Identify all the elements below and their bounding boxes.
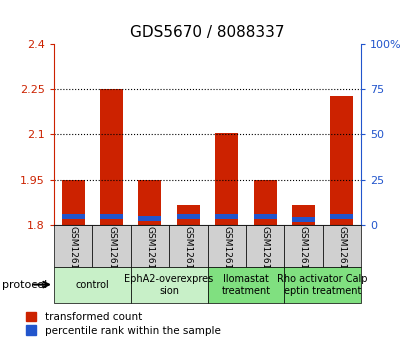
Bar [169, 225, 208, 267]
Bar [131, 267, 208, 303]
Bar [177, 205, 200, 225]
Bar [215, 133, 238, 225]
Text: control: control [76, 280, 109, 290]
Bar [93, 225, 131, 267]
Bar [254, 215, 276, 219]
Text: Ilomastat
treatment: Ilomastat treatment [221, 274, 271, 296]
Bar [215, 215, 238, 219]
Text: GSM1261850: GSM1261850 [337, 226, 347, 287]
Text: GSM1261851: GSM1261851 [107, 226, 116, 287]
Text: GSM1261853: GSM1261853 [261, 226, 270, 287]
Title: GDS5670 / 8088337: GDS5670 / 8088337 [130, 25, 285, 40]
Bar [292, 205, 315, 225]
Legend: transformed count, percentile rank within the sample: transformed count, percentile rank withi… [26, 312, 221, 335]
Text: GSM1261848: GSM1261848 [145, 226, 154, 287]
Bar [54, 267, 131, 303]
Bar [284, 225, 323, 267]
Bar [62, 215, 85, 219]
Text: EphA2-overexpres
sion: EphA2-overexpres sion [124, 274, 214, 296]
Bar [177, 215, 200, 219]
Bar [131, 225, 169, 267]
Text: GSM1261846: GSM1261846 [299, 226, 308, 287]
Bar [62, 180, 85, 225]
Bar [139, 180, 161, 225]
Bar [292, 217, 315, 222]
Bar [54, 225, 92, 267]
Text: Rho activator Calp
eptin treatment: Rho activator Calp eptin treatment [277, 274, 368, 296]
Bar [208, 267, 284, 303]
Text: GSM1261852: GSM1261852 [184, 226, 193, 287]
Bar [254, 180, 276, 225]
Text: GSM1261849: GSM1261849 [222, 226, 231, 287]
Text: protocol: protocol [2, 280, 47, 290]
Bar [323, 225, 361, 267]
Bar [284, 267, 361, 303]
Bar [100, 89, 123, 225]
Bar [330, 97, 354, 225]
Bar [246, 225, 284, 267]
Bar [208, 225, 246, 267]
Bar [139, 216, 161, 220]
Text: GSM1261847: GSM1261847 [68, 226, 78, 287]
Bar [330, 215, 354, 219]
Bar [100, 215, 123, 219]
